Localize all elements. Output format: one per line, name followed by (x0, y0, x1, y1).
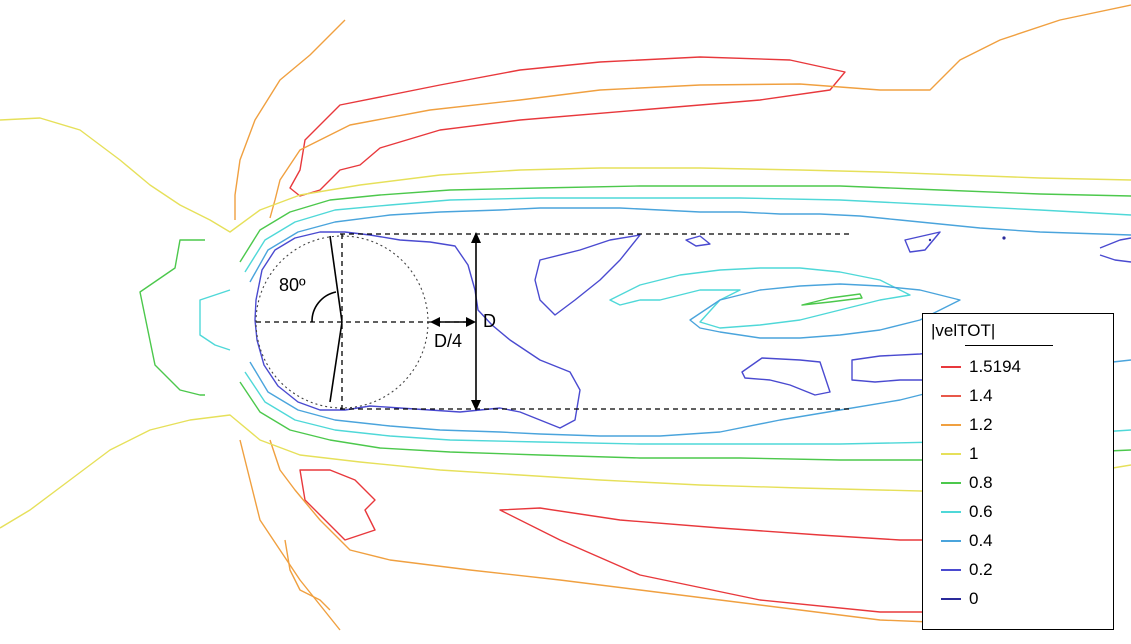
d-arrow-top (471, 232, 481, 243)
contour-blue-wake-d (904, 231, 941, 253)
contour-lightblue-upper (249, 207, 1131, 283)
contour-orange-upper (234, 4, 1131, 220)
contour-blue-wake-e (1099, 237, 1131, 263)
legend-title-rule (965, 345, 1053, 346)
contour-cyan-left (199, 289, 231, 351)
legend-label: 1.5194 (969, 357, 1021, 376)
legend-item: 1.5194 (941, 356, 1021, 378)
legend: |velTOT| 1.5194 1.4 1.2 1 0.8 0.6 0.4 0.2 0 (922, 313, 1114, 630)
contour-dot-a (1002, 236, 1006, 240)
legend-swatch (941, 598, 961, 600)
legend-swatch (941, 453, 961, 455)
angle-arc (311, 291, 337, 323)
contour-cyan-upper (244, 197, 1131, 273)
legend-swatch (941, 424, 961, 426)
contour-blue-wake-b (741, 357, 831, 396)
separation-line-bottom (329, 321, 343, 403)
legend-label: 0.8 (969, 473, 993, 492)
legend-item: 0.8 (941, 472, 993, 494)
d-arrow-bottom (471, 400, 481, 411)
contour-green-upper (239, 185, 1131, 263)
legend-item: 0.4 (941, 530, 993, 552)
legend-swatch (941, 482, 961, 484)
contour-yellow-lower (0, 414, 1131, 529)
legend-label: 0 (969, 589, 979, 608)
legend-item: 1 (941, 443, 978, 465)
contour-blue-wake-f (685, 235, 711, 247)
annotation-labels: 80º D D/4 (279, 275, 496, 351)
diameter-label: D (483, 311, 496, 331)
legend-label: 0.2 (969, 560, 993, 579)
contour-blue-wake-a (534, 234, 641, 316)
contour-dot-b (928, 238, 932, 242)
legend-label: 0.4 (969, 531, 993, 550)
legend-swatch (941, 511, 961, 513)
legend-label: 1.2 (969, 415, 993, 434)
legend-swatch (941, 540, 961, 542)
quarter-label: D/4 (434, 331, 462, 351)
legend-item: 0.2 (941, 559, 993, 581)
legend-swatch (941, 569, 961, 571)
legend-label: 1.4 (969, 386, 993, 405)
legend-item: 1.2 (941, 414, 993, 436)
contour-green-left (139, 239, 205, 396)
legend-title: |velTOT| (931, 321, 996, 340)
legend-item: 1.4 (941, 385, 993, 407)
legend-item: 0.6 (941, 501, 993, 523)
legend-swatch (941, 366, 961, 368)
contour-green-small (801, 293, 863, 306)
contour-orange-left (284, 539, 331, 611)
quarter-arrow-left (430, 317, 440, 327)
contour-orange-lower (239, 439, 931, 631)
legend-label: 1 (969, 444, 979, 463)
quarter-arrow-right (466, 317, 476, 327)
angle-label: 80º (279, 275, 306, 295)
cylinder-geometry (255, 232, 850, 411)
legend-label: 0.6 (969, 502, 993, 521)
contour-red-upper (289, 56, 846, 197)
contour-blue-cylinder (254, 231, 581, 429)
contour-cyan-loop (609, 267, 911, 329)
legend-swatch (941, 395, 961, 397)
legend-item: 0 (941, 588, 978, 610)
separation-line-top (329, 235, 343, 323)
contour-lightblue-loop (689, 283, 961, 339)
contour-red-lower-left (299, 469, 376, 541)
contour-yellow-upper (0, 117, 1131, 233)
